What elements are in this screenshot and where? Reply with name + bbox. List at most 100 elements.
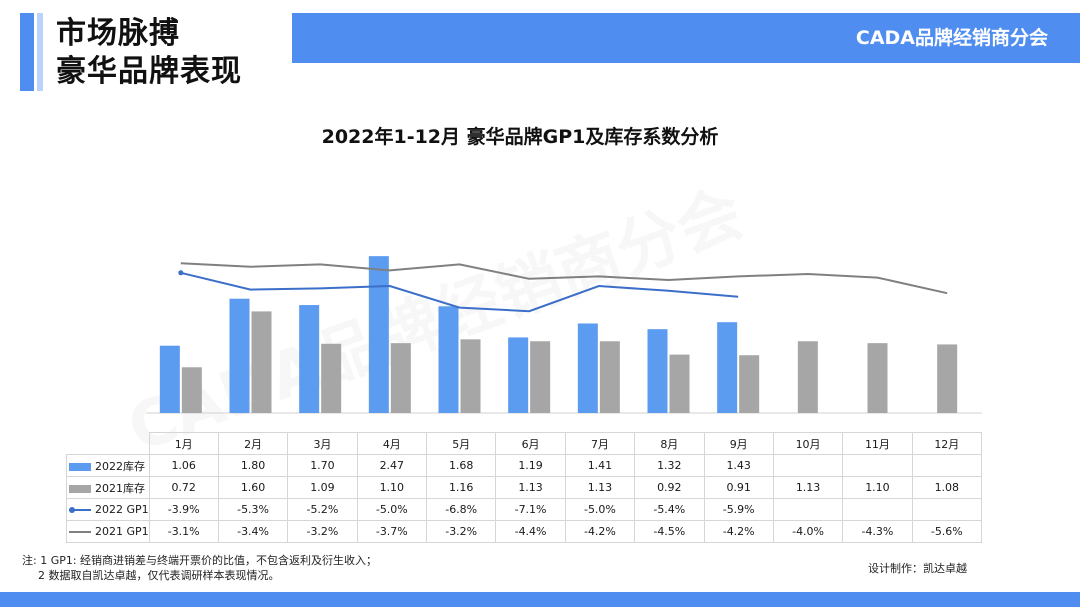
- table-cell: -4.3%: [842, 520, 913, 543]
- brand-bar: CADA品牌经销商分会: [292, 13, 1080, 63]
- legend-swatch: [69, 507, 91, 513]
- bar-2021-inventory-1: [181, 367, 202, 413]
- table-cell: -4.5%: [634, 520, 705, 543]
- table-cell: [842, 498, 913, 521]
- line-2022-gp1: [180, 271, 739, 313]
- table-header-row: 1月 2月 3月 4月 5月 6月 7月 8月 9月 10月 11月 12月: [67, 432, 983, 455]
- bar-2022-inventory-2: [229, 298, 250, 413]
- bar-2021-inventory-10: [797, 341, 818, 413]
- bar-2021-inventory-11: [867, 343, 888, 413]
- table-corner: [67, 433, 150, 455]
- line-2022-gp1-marker: [178, 270, 184, 276]
- table-cell: -5.0%: [564, 498, 636, 521]
- table-header-month-10: 10月: [772, 432, 844, 455]
- bar-2022-inventory-9: [717, 322, 738, 413]
- bar-2022-inventory-6: [508, 337, 529, 413]
- table-cell: 1.10: [842, 476, 913, 499]
- page-title: 市场脉搏 豪华品牌表现: [56, 15, 276, 91]
- table-cell: 1.06: [148, 454, 219, 477]
- footnote: 注: 1 GP1: 经销商进销差与终端开票价的比值，不包含返利及衍生收入； 2 …: [22, 553, 377, 583]
- footnote-line1: 注: 1 GP1: 经销商进销差与终端开票价的比值，不包含返利及衍生收入；: [22, 554, 378, 567]
- bar-2021-inventory-4: [390, 343, 411, 413]
- header-accent-bar-light: [37, 13, 43, 91]
- table-header-month-2: 2月: [217, 432, 289, 455]
- legend-swatch: [69, 484, 91, 493]
- table-cell: -6.8%: [425, 498, 497, 521]
- bar-2022-inventory-1: [159, 345, 180, 413]
- table-cell: -5.3%: [217, 498, 289, 521]
- table-cell: 1.13: [772, 476, 844, 499]
- table-cell: -7.1%: [495, 498, 566, 521]
- bar-2022-inventory-3: [299, 305, 320, 413]
- legend-label: 2022库存: [95, 459, 145, 473]
- table-cell: 0.91: [703, 476, 774, 499]
- line-2021-gp1: [180, 262, 948, 295]
- bottom-bar: [0, 592, 1080, 607]
- table-cell: [911, 498, 983, 521]
- legend-entry-1: 2022库存: [66, 454, 150, 477]
- table-cell: 1.16: [425, 476, 497, 499]
- page-title-line2: 豪华品牌表现: [56, 54, 242, 89]
- legend-marker: [69, 507, 75, 513]
- table-row: 2022 GP1 -3.9% -5.3% -5.2% -5.0% -6.8% -7.1% -5…: [66, 498, 983, 521]
- legend-entry-4: 2021 GP1: [66, 520, 150, 543]
- table-cell: -4.4%: [495, 520, 566, 543]
- table-row: 2021 GP1 -3.1% -3.4% -3.2% -3.7% -3.2% -4.4% -4…: [66, 520, 983, 543]
- legend-label: 2022 GP1: [95, 503, 149, 516]
- table-cell: -4.2%: [703, 520, 774, 543]
- brand-name: CADA品牌经销商分会: [855, 27, 1048, 49]
- table-cell: -4.2%: [564, 520, 636, 543]
- table-cell: 0.72: [148, 476, 219, 499]
- table-cell: -4.0%: [772, 520, 844, 543]
- legend-label: 2021库存: [95, 481, 145, 495]
- table-cell: 0.92: [634, 476, 705, 499]
- table-cell: [911, 454, 983, 477]
- bar-2021-inventory-2: [251, 311, 272, 413]
- bar-2022-inventory-5: [438, 306, 459, 413]
- table-cell: 1.08: [911, 476, 983, 499]
- table-cell: -3.2%: [425, 520, 497, 543]
- header-block: 市场脉搏 豪华品牌表现: [20, 13, 275, 91]
- bar-2022-inventory-8: [647, 329, 668, 413]
- table-cell: -5.6%: [911, 520, 983, 543]
- table-row: 2022库存 1.06 1.80 1.70 2.47 1.68 1.19 1.41 1.32 1.…: [66, 454, 983, 477]
- table-row: 2021库存 0.72 1.60 1.09 1.10 1.16 1.13 1.13 0.92 0.…: [66, 476, 983, 499]
- table-cell: -3.1%: [148, 520, 219, 543]
- table-cell: 1.13: [495, 476, 566, 499]
- table-cell: -3.2%: [287, 520, 358, 543]
- table-cell: 2.47: [356, 454, 428, 477]
- table-cell: 1.10: [356, 476, 428, 499]
- table-cell: 1.19: [495, 454, 566, 477]
- table-cell: -5.4%: [634, 498, 705, 521]
- table-cell: -5.2%: [287, 498, 358, 521]
- legend-swatch: [69, 531, 91, 533]
- bar-2021-inventory-8: [669, 354, 690, 413]
- table-cell: [842, 454, 913, 477]
- table-cell: 1.80: [217, 454, 289, 477]
- table-cell: -3.7%: [356, 520, 428, 543]
- footnote-line2: 2 数据取自凯达卓越，仅代表调研样本表现情况。: [38, 569, 280, 582]
- bar-2022-inventory-7: [577, 323, 598, 413]
- table-cell: -3.4%: [217, 520, 289, 543]
- table-cell: 1.60: [217, 476, 289, 499]
- table-header-month-6: 6月: [495, 432, 566, 455]
- bar-2021-inventory-3: [321, 343, 342, 413]
- legend-swatch: [69, 462, 91, 471]
- table-cell: -3.9%: [148, 498, 219, 521]
- legend-entry-2: 2021库存: [66, 476, 150, 499]
- legend-entry-3: 2022 GP1: [66, 498, 150, 521]
- table-cell: -5.0%: [356, 498, 428, 521]
- table-header-month-1: 1月: [148, 432, 219, 455]
- bar-2021-inventory-7: [599, 341, 620, 413]
- table-header-month-9: 9月: [703, 432, 774, 455]
- table-cell: -5.9%: [703, 498, 774, 521]
- table-header-month-12: 12月: [911, 432, 983, 455]
- table-header-month-3: 3月: [287, 432, 358, 455]
- table-cell: [772, 454, 844, 477]
- header-accent-bar: [20, 13, 34, 91]
- table-cell: 1.70: [287, 454, 358, 477]
- table-cell: 1.41: [564, 454, 636, 477]
- table-cell: 1.68: [425, 454, 497, 477]
- table-header-month-11: 11月: [842, 432, 913, 455]
